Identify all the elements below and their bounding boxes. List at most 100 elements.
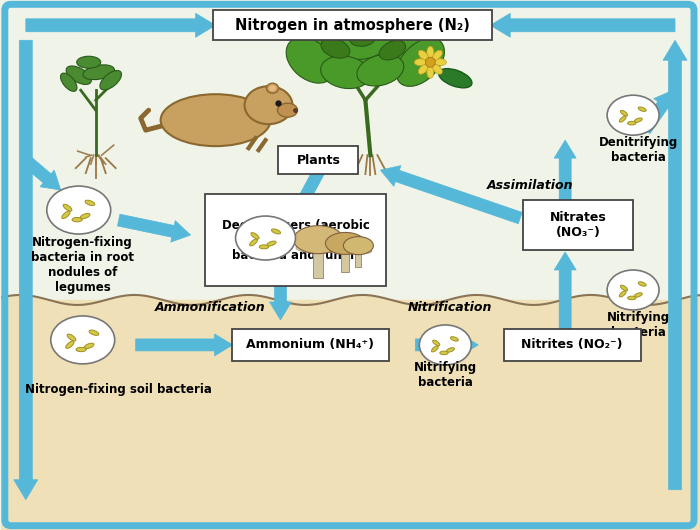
Bar [1,300,700,529]
Text: Nitrogen-fixing
bacteria in root
nodules of
legumes: Nitrogen-fixing bacteria in root nodules… [32,236,134,294]
Text: Denitrifying
bacteria: Denitrifying bacteria [598,136,678,164]
Ellipse shape [235,216,295,260]
Ellipse shape [286,38,335,83]
Ellipse shape [638,107,646,111]
Bar [342,250,349,272]
Polygon shape [136,334,232,356]
Ellipse shape [277,103,297,117]
Ellipse shape [419,65,428,74]
Ellipse shape [360,29,421,76]
Ellipse shape [72,217,83,222]
Ellipse shape [62,211,70,218]
Ellipse shape [267,241,276,246]
Ellipse shape [63,204,72,211]
Ellipse shape [607,270,659,310]
Ellipse shape [60,73,77,91]
FancyBboxPatch shape [232,329,389,361]
Ellipse shape [419,50,428,60]
Ellipse shape [326,233,365,254]
Ellipse shape [427,46,434,58]
Ellipse shape [321,56,370,89]
Ellipse shape [620,116,626,122]
Text: Plants: Plants [297,154,340,166]
Ellipse shape [51,316,115,364]
Ellipse shape [634,118,642,122]
Bar [314,248,323,278]
Ellipse shape [84,343,94,349]
Bar [356,251,361,267]
Ellipse shape [345,248,372,254]
Polygon shape [640,90,673,134]
Ellipse shape [244,86,293,124]
Text: Decomposers (aerobic
and anaerobic
bacteria and fungi): Decomposers (aerobic and anaerobic bacte… [221,218,370,261]
Ellipse shape [67,334,76,341]
Polygon shape [554,252,576,330]
FancyBboxPatch shape [279,146,358,174]
Ellipse shape [440,351,448,355]
Text: Nitrates
(NO₃⁻): Nitrates (NO₃⁻) [550,211,606,239]
Text: Nitrifying
bacteria: Nitrifying bacteria [414,361,477,389]
Polygon shape [490,13,675,37]
Ellipse shape [76,347,86,352]
FancyBboxPatch shape [213,10,492,40]
Ellipse shape [89,330,99,335]
Polygon shape [14,40,38,500]
Polygon shape [270,275,291,320]
Ellipse shape [607,95,659,135]
Ellipse shape [100,70,122,90]
Ellipse shape [328,246,363,254]
Ellipse shape [80,214,90,219]
FancyBboxPatch shape [523,200,633,250]
Text: Assimilation: Assimilation [487,179,573,191]
FancyBboxPatch shape [504,329,640,361]
Ellipse shape [66,341,74,348]
Polygon shape [415,334,478,356]
Ellipse shape [349,30,375,46]
Ellipse shape [634,293,642,297]
Ellipse shape [628,121,636,125]
Ellipse shape [379,41,405,60]
Ellipse shape [47,186,111,234]
Text: Nitrifying
bacteria: Nitrifying bacteria [606,311,670,339]
Ellipse shape [433,65,442,74]
Ellipse shape [66,66,91,84]
Ellipse shape [620,291,626,297]
Ellipse shape [439,68,472,88]
Text: Nitrification: Nitrification [408,302,493,314]
Ellipse shape [330,21,391,59]
Ellipse shape [85,200,94,206]
Ellipse shape [434,59,447,66]
Ellipse shape [638,282,646,286]
Ellipse shape [250,239,258,246]
Ellipse shape [267,83,279,93]
Text: Nitrogen-fixing soil bacteria: Nitrogen-fixing soil bacteria [25,383,212,396]
Ellipse shape [426,57,435,67]
Ellipse shape [450,337,459,341]
Ellipse shape [160,94,270,146]
Ellipse shape [419,325,471,365]
Ellipse shape [269,85,276,91]
Ellipse shape [357,55,404,86]
Ellipse shape [447,348,454,352]
Text: Ammonium (NH₄⁺): Ammonium (NH₄⁺) [246,339,374,351]
Ellipse shape [296,243,341,253]
Ellipse shape [427,66,434,78]
Ellipse shape [251,233,259,239]
Ellipse shape [293,226,344,254]
Polygon shape [26,13,216,37]
Polygon shape [22,156,61,190]
Polygon shape [554,140,576,200]
Ellipse shape [272,229,281,234]
Ellipse shape [321,38,350,58]
Ellipse shape [628,296,636,300]
Ellipse shape [259,245,269,249]
Ellipse shape [433,340,440,346]
Ellipse shape [620,110,627,116]
Ellipse shape [414,59,426,66]
Ellipse shape [433,50,442,60]
Polygon shape [294,169,323,215]
FancyBboxPatch shape [204,194,386,286]
Polygon shape [118,214,190,242]
Polygon shape [380,165,522,224]
Ellipse shape [83,65,115,80]
